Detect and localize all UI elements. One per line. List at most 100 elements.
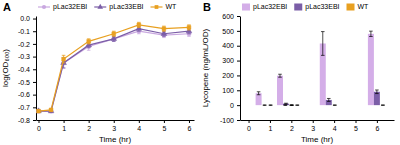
error-bar [137, 22, 141, 27]
error-bars [257, 31, 373, 105]
error-bar [290, 104, 294, 106]
tick: -0.1 [18, 28, 36, 35]
series [37, 22, 191, 113]
marker [37, 109, 41, 113]
marker [112, 32, 116, 36]
tick: 0.0 [20, 15, 36, 22]
tick-mark [33, 82, 36, 83]
tick-label: -0.5 [18, 79, 30, 86]
marker [162, 27, 166, 31]
tick-mark [189, 120, 190, 123]
error-bar [263, 104, 267, 106]
marks [36, 22, 192, 113]
tick-mark [114, 120, 115, 123]
tick-mark [237, 31, 240, 32]
tick-label: -0.4 [18, 66, 30, 73]
tick-mark [139, 120, 140, 123]
tick-label: 6 [375, 125, 379, 132]
error-bar [290, 104, 294, 106]
error-bar [369, 31, 373, 36]
error-bar [87, 39, 91, 44]
axis-line [37, 120, 195, 121]
bar [262, 105, 268, 106]
tick-mark [33, 107, 36, 108]
plot-area: 01234560.0-0.1-0.2-0.3-0.4-0.5-0.6-0.7-0… [1, 15, 195, 144]
tick: -0.6 [18, 91, 36, 98]
tick: -0.4 [18, 66, 36, 73]
tick-mark [237, 90, 240, 91]
tick-label: -0.6 [18, 91, 30, 98]
tick-label: -0.2 [18, 41, 30, 48]
tick-label: 0.0 [20, 15, 30, 22]
error-bar [296, 104, 300, 106]
bar [294, 105, 300, 106]
tick-label: 3 [311, 125, 315, 132]
tick-label: 5 [354, 125, 358, 132]
tick: -0.5 [18, 79, 36, 86]
bar [380, 105, 386, 106]
tick: 3 [112, 120, 116, 132]
tick-label: 4 [137, 125, 141, 132]
tick-mark [237, 16, 240, 17]
tick-label: 5 [162, 125, 166, 132]
tick-label: 100 [222, 87, 234, 94]
tick-mark [33, 19, 36, 20]
tick-label: -0.3 [18, 53, 30, 60]
tick-mark [64, 120, 65, 123]
error-bar [49, 109, 53, 112]
tick-label: -0.8 [18, 117, 30, 124]
legend-marker [97, 4, 103, 9]
legend-item: WT [347, 3, 370, 10]
y-axis-title: log(OD₆₀₀) [1, 49, 10, 87]
legend-label: pLac32EBI [53, 3, 87, 11]
legend-swatch [294, 4, 302, 11]
error-bar [112, 31, 116, 36]
tick-mark [33, 69, 36, 70]
tick: 3 [311, 120, 315, 132]
legend-marker [42, 5, 46, 9]
tick-mark [33, 44, 36, 45]
tick: 400 [222, 42, 240, 49]
error-bar [257, 92, 261, 95]
bar [282, 105, 288, 106]
bar [288, 105, 294, 106]
tick-mark [33, 95, 36, 96]
tick: -0.8 [18, 117, 36, 124]
error-bar [375, 90, 379, 94]
error-bar [278, 74, 282, 77]
series [256, 34, 374, 105]
marks [256, 31, 385, 105]
error-bar [269, 104, 273, 106]
tick-label: 6 [188, 125, 192, 132]
legend-label: WT [166, 3, 178, 10]
tick: 0 [247, 120, 251, 132]
axis-line [241, 120, 395, 121]
marker [87, 39, 91, 43]
tick-mark [237, 61, 240, 62]
x-axis: 0123456 [37, 120, 195, 132]
legend-swatch [242, 4, 250, 11]
x-axis-title: Time (hr) [99, 135, 131, 144]
legend-label: WT [358, 3, 370, 10]
tick-mark [237, 46, 240, 47]
legend-marker [155, 5, 159, 9]
tick-label: 2 [87, 125, 91, 132]
y-axis: 0.0 -0.1 -0.2 -0.3 -0.4 -0.5 -0.6 -0.7 -0.8 [18, 15, 37, 123]
tick-mark [377, 120, 378, 123]
tick-label: 1 [62, 125, 66, 132]
plot-area: 0123456-1000100200300400500600Time (hr)L… [201, 13, 395, 144]
tick-label: -100 [220, 117, 234, 124]
legend-item: pLac33EBI [94, 3, 143, 11]
tick: -0.7 [18, 104, 36, 111]
tick: 4 [137, 120, 141, 132]
axis-line [240, 17, 241, 121]
tick-label: 3 [112, 125, 116, 132]
error-bar [162, 26, 166, 31]
error-bar [381, 104, 385, 106]
marker [36, 108, 41, 113]
legend-swatch [347, 4, 355, 11]
tick-label: 0 [230, 102, 234, 109]
error-bars [263, 90, 379, 105]
tick-label: 1 [268, 125, 272, 132]
tick-mark [313, 120, 314, 123]
